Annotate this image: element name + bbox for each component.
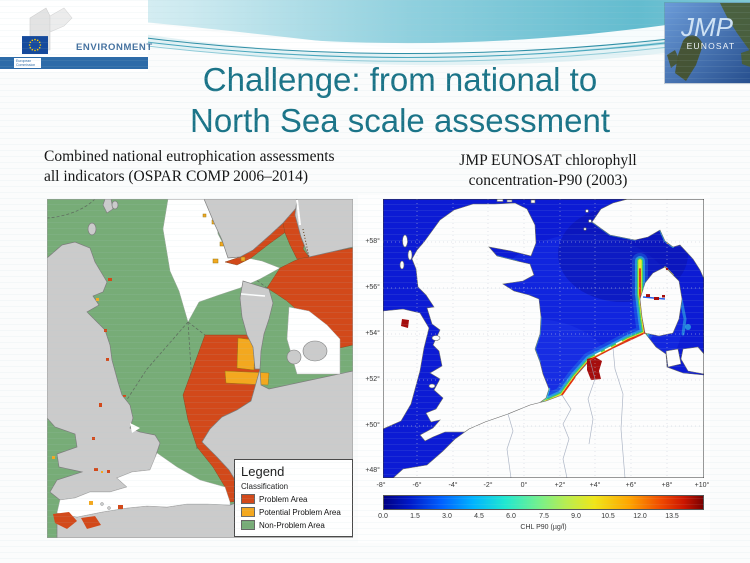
jmp-logo-text: JMP [680, 12, 734, 42]
legend-title: Legend [241, 464, 285, 479]
cbar-tick-7-5: 7.5 [539, 513, 549, 520]
right-caption-line2: concentration-P90 (2003) [468, 171, 628, 189]
lon-tick-0: 0° [520, 482, 528, 489]
lon-tick-p8: +8° [661, 482, 673, 489]
cbar-tick-9: 9.0 [571, 513, 581, 520]
cbar-tick-3: 3.0 [442, 513, 452, 520]
norway-sweden [591, 199, 704, 280]
eu-environment-logo: ENVIRONMENT European Commission [0, 0, 152, 72]
lon-tick-m4: -4° [448, 482, 458, 489]
left-caption-line2: all indicators (OSPAR COMP 2006–2014) [44, 167, 309, 185]
chlorophyll-figure: +58° +56° +54° +52° +50° +48° -8° -6° -4… [358, 195, 710, 543]
lon-tick-p6: +6° [625, 482, 637, 489]
coastal-potential-spots [52, 298, 103, 505]
cbar-tick-1-5: 1.5 [410, 513, 420, 520]
cbar-tick-0: 0.0 [378, 513, 388, 520]
lon-tick-p10: +10° [694, 482, 710, 489]
lat-tick-56: +56° [365, 284, 380, 291]
limfjord [240, 293, 266, 297]
left-caption-line1: Combined national eutrophication assessm… [44, 148, 335, 165]
colorbar [383, 495, 704, 510]
lon-tick-m8: -8° [376, 482, 386, 489]
chlorophyll-map [383, 199, 704, 478]
cbar-tick-6: 6.0 [506, 513, 516, 520]
eunosat-logo-text: EUNOSAT [687, 41, 736, 51]
jmp-eunosat-logo: JMP EUNOSAT [665, 3, 750, 83]
graticule [383, 199, 704, 478]
land-masses-right [383, 199, 704, 478]
legend-item-problem: Problem Area [241, 494, 348, 504]
zealand [680, 346, 704, 375]
header-wave-graphic [0, 0, 750, 66]
legend-label-problem: Problem Area [259, 494, 308, 504]
legend-label-nonproblem: Non-Problem Area [259, 520, 325, 530]
slide-title: Challenge: from national to North Sea sc… [130, 59, 670, 141]
lough-neagh-hotspot [401, 319, 409, 328]
slide-title-line2: North Sea scale assessment [189, 102, 611, 139]
map-legend: Legend Classification Problem Area Poten… [234, 459, 353, 537]
legend-swatch-problem [241, 494, 255, 504]
lon-tick-m6: -6° [412, 482, 422, 489]
jutland [639, 266, 683, 337]
english-channel-unassessed [56, 452, 231, 518]
uk-landmass [47, 241, 161, 501]
legend-item-potential: Potential Problem Area [241, 507, 348, 517]
lat-tick-58: +58° [365, 238, 380, 245]
sweden-landmass [294, 199, 353, 258]
right-caption-line1: JMP EUNOSAT chlorophyll [459, 152, 637, 169]
fyn [665, 348, 682, 368]
lon-tick-m2: -2° [483, 482, 493, 489]
eu-flag-icon [22, 36, 48, 54]
lat-tick-50: +50° [365, 422, 380, 429]
cbar-tick-4-5: 4.5 [474, 513, 484, 520]
legend-subtitle: Classification [241, 482, 289, 491]
legend-swatch-potential [241, 507, 255, 517]
left-figure-caption: Combined national eutrophication assessm… [44, 147, 384, 186]
environment-label: ENVIRONMENT [76, 42, 153, 53]
lat-tick-52: +52° [365, 376, 380, 383]
legend-label-potential: Potential Problem Area [259, 507, 341, 517]
right-figure-caption: JMP EUNOSAT chlorophyll concentration-P9… [398, 151, 698, 190]
country-borders [506, 347, 626, 478]
legend-swatch-nonproblem [241, 520, 255, 530]
lat-tick-54: +54° [365, 330, 380, 337]
cbar-tick-12: 12.0 [633, 513, 647, 520]
colorbar-label: CHL P90 (µg/l) [520, 524, 567, 531]
european-commission-label: European Commission [14, 58, 41, 68]
lon-tick-p4: +4° [589, 482, 601, 489]
lon-tick-p2: +2° [554, 482, 566, 489]
cbar-tick-13-5: 13.5 [665, 513, 679, 520]
wadden-islands [594, 340, 623, 356]
legend-item-nonproblem: Non-Problem Area [241, 520, 348, 530]
oslofjord [296, 199, 301, 226]
lat-tick-48: +48° [365, 467, 380, 474]
ireland [383, 308, 430, 430]
the-wash [130, 423, 140, 433]
cbar-tick-10-5: 10.5 [601, 513, 615, 520]
slide-title-line1: Challenge: from national to [202, 61, 598, 98]
coastal-problem-spots [53, 278, 126, 529]
